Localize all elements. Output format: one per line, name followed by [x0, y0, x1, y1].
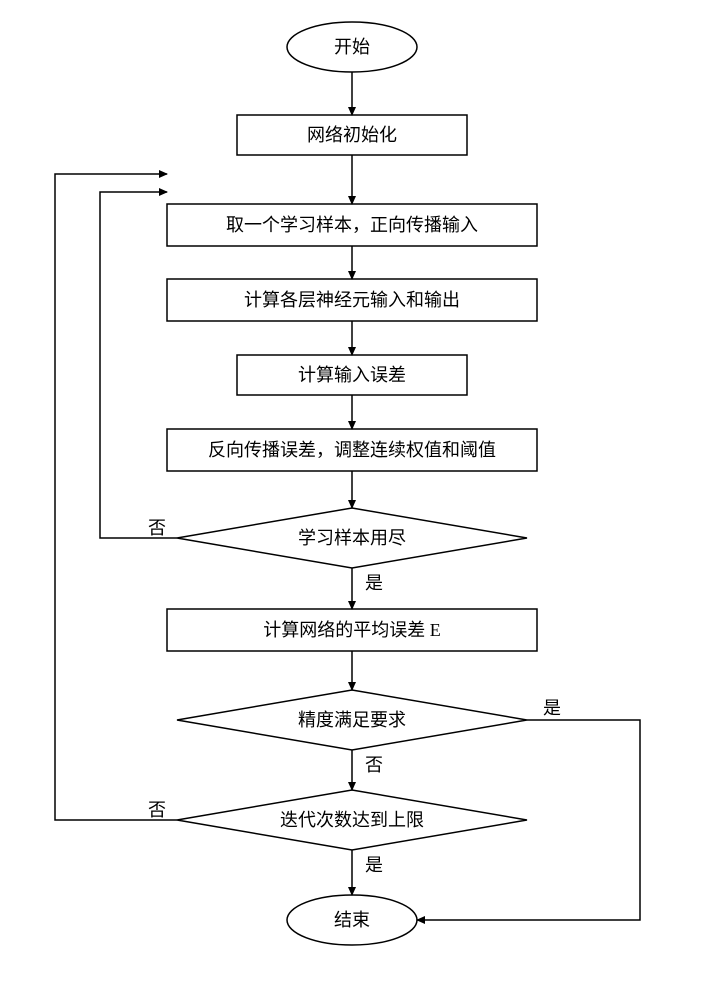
node-iter: 迭代次数达到上限	[177, 790, 527, 850]
svg-text:开始: 开始	[334, 37, 370, 57]
edge-precision-end	[417, 720, 640, 920]
svg-text:精度满足要求: 精度满足要求	[298, 710, 406, 730]
node-end: 结束	[287, 895, 417, 945]
node-avgerr: 计算网络的平均误差 E	[167, 609, 537, 651]
svg-text:是: 是	[365, 855, 383, 875]
svg-text:否: 否	[148, 800, 166, 820]
node-inerror: 计算输入误差	[237, 355, 467, 395]
svg-text:网络初始化: 网络初始化	[307, 125, 397, 145]
edge-exhaust-sample	[100, 192, 177, 538]
svg-text:迭代次数达到上限: 迭代次数达到上限	[280, 810, 424, 830]
edge-iter-sample	[55, 174, 177, 820]
node-backprop: 反向传播误差，调整连续权值和阈值	[167, 429, 537, 471]
svg-text:学习样本用尽: 学习样本用尽	[298, 528, 406, 548]
svg-text:是: 是	[365, 573, 383, 593]
svg-text:否: 否	[148, 518, 166, 538]
svg-text:计算各层神经元输入和输出: 计算各层神经元输入和输出	[244, 290, 460, 310]
svg-text:计算输入误差: 计算输入误差	[298, 365, 406, 385]
node-precision: 精度满足要求	[177, 690, 527, 750]
svg-text:是: 是	[543, 698, 561, 718]
svg-text:计算网络的平均误差 E: 计算网络的平均误差 E	[263, 620, 441, 640]
svg-text:反向传播误差，调整连续权值和阈值: 反向传播误差，调整连续权值和阈值	[208, 440, 496, 460]
node-start: 开始	[287, 22, 417, 72]
svg-text:否: 否	[365, 755, 383, 775]
svg-text:取一个学习样本，正向传播输入: 取一个学习样本，正向传播输入	[226, 215, 478, 235]
svg-text:结束: 结束	[334, 910, 370, 930]
node-exhaust: 学习样本用尽	[177, 508, 527, 568]
flowchart: 开始网络初始化取一个学习样本，正向传播输入计算各层神经元输入和输出计算输入误差反…	[0, 0, 705, 1000]
node-compute: 计算各层神经元输入和输出	[167, 279, 537, 321]
node-sample: 取一个学习样本，正向传播输入	[167, 204, 537, 246]
node-init: 网络初始化	[237, 115, 467, 155]
